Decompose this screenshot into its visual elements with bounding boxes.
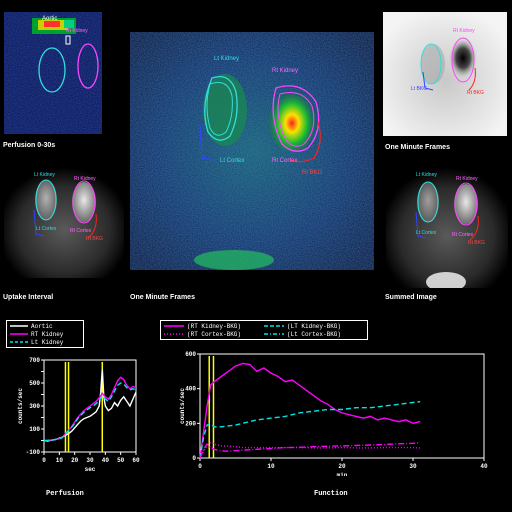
one-minute-image [383,12,507,136]
small-lt-bkg-label: Lt BKG [411,86,428,92]
main-caption: One Minute Frames [130,294,195,301]
y-tick-label: 500 [29,380,40,387]
summed-rt-bkg-label: Rt BKG [468,240,485,246]
uptake-lt-cortex-label: Lt Cortex [36,226,57,232]
y-tick-label: 0 [192,455,196,462]
y-tick-label: 600 [185,351,196,358]
x-tick-label: 0 [42,457,46,464]
y-tick-label: 400 [185,386,196,393]
aortic-label: Aortic [42,16,58,22]
perfusion-chart: -100 100 300 500 700 0 10 20 30 40 50 60 sec counts/s… [17,357,140,473]
y-tick-label: -100 [26,449,41,456]
y-tick-label: 300 [29,403,40,410]
series-line-lt-kidney [44,382,137,442]
x-tick-label: 50 [117,457,125,464]
summed-lt-cortex-label: Lt Cortex [416,230,437,236]
main-image-panel: Lt Kidney Rt Kidney Lt Cortex Rt Cortex … [130,32,374,270]
main-lt-kidney-label: Lt Kidney [214,56,240,62]
uptake-lt-kidney-label: Lt Kidney [34,172,55,178]
x-tick-label: 30 [409,463,417,470]
x-axis-label: min [337,472,348,476]
main-scan-image [130,32,374,270]
uptake-image [4,164,124,278]
aortic-roi-box [65,35,71,45]
function-legend: (RT Kidney-BKG) (LT Kidney-BKG) (RT Cort… [160,320,368,340]
perfusion-image [4,12,102,134]
small-rt-bkg-label: Rt BKG [467,90,484,96]
legend-item-lt-kidney: Lt Kidney [10,338,64,346]
summed-image [386,164,508,288]
x-tick-label: 20 [71,457,79,464]
plot-frame [199,353,485,459]
x-tick-label: 40 [102,457,110,464]
x-tick-label: 20 [338,463,346,470]
main-lt-cortex-label: Lt Cortex [220,158,245,164]
one-minute-caption: One Minute Frames [385,144,450,151]
series-line-lt-cortex-bkg [199,442,421,459]
legend-item-lt-cortex-bkg: (Lt Cortex-BKG) [264,330,342,338]
legend-item-rt-cortex-bkg: (RT Cortex-BKG) [164,330,242,338]
x-tick-label: 40 [480,463,488,470]
y-tick-label: 100 [29,426,40,433]
summed-image-panel: Lt Kidney Rt Kidney Lt Cortex Rt Cortex … [386,164,508,288]
function-title: Function [314,490,348,498]
series-line-rt-kidney [44,376,137,442]
perfusion-title: Perfusion [46,490,84,498]
main-rt-kidney-label: Rt Kidney [272,68,299,74]
series-line-rt-cortex-bkg [199,441,421,459]
y-tick-label: 700 [29,357,40,364]
summed-caption: Summed Image [385,294,437,301]
y-axis-label: counts/sec [17,388,24,424]
y-axis-label: counts/sec [179,388,186,424]
series-line-lt-kidney-bkg [199,401,421,459]
x-tick-label: 0 [198,463,202,470]
one-minute-image-panel: Rt Kidney Lt BKG Rt BKG [383,12,507,136]
legend-item-rt-kidney: RT Kidney [10,330,64,338]
x-tick-label: 10 [267,463,275,470]
perfusion-caption: Perfusion 0-30s [3,142,56,149]
legend-item-lt-kidney-bkg: (LT Kidney-BKG) [264,322,342,330]
legend-item-aortic: Aortic [10,322,53,330]
uptake-caption: Uptake Interval [3,294,54,301]
small-rt-kidney-label: Rt Kidney [453,28,475,34]
x-tick-label: 30 [86,457,94,464]
x-axis-label: sec [85,466,96,473]
perfusion-legend: Aortic RT Kidney Lt Kidney [6,320,84,348]
summed-rt-kidney-label: Rt Kidney [456,176,478,182]
uptake-rt-cortex-label: Rt Cortex [70,228,92,234]
uptake-rt-bkg-label: Rt BKG [86,236,103,242]
legend-item-rt-kidney-bkg: (RT Kidney-BKG) [164,322,242,330]
main-rt-cortex-label: Rt Cortex [272,158,298,164]
summed-rt-cortex-label: Rt Cortex [452,232,474,238]
main-rt-bkg-label: Rt BKG [302,170,323,176]
summed-lt-kidney-label: Lt Kidney [416,172,437,178]
uptake-image-panel: Lt Kidney Rt Kidney Lt Cortex Rt Cortex … [4,164,124,278]
function-chart: 0 200 400 600 0 10 20 30 40 min counts/sec [179,351,488,476]
rt-kidney-label: Rt Kidney [66,28,88,34]
x-tick-label: 60 [132,457,140,464]
x-tick-label: 10 [56,457,64,464]
uptake-rt-kidney-label: Rt Kidney [74,176,96,182]
series-line-rt-kidney-bkg [199,362,421,459]
perfusion-image-panel: Aortic Rt Kidney [4,12,102,134]
y-tick-label: 200 [185,420,196,427]
